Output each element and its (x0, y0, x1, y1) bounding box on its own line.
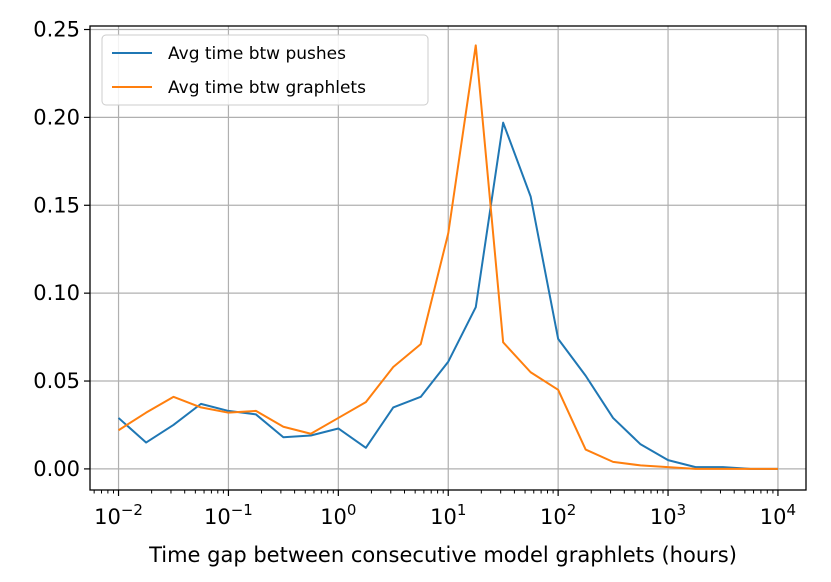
legend-box (101, 34, 429, 106)
y-tick-label: 0.25 (33, 18, 80, 42)
grid-lines (90, 26, 806, 490)
x-tick-label: 100 (320, 501, 356, 529)
x-tick-label: 103 (650, 501, 686, 529)
y-tick-label: 0.00 (33, 457, 80, 481)
x-tick-label: 101 (430, 501, 466, 529)
legend: Avg time btw pushes Avg time btw graphle… (101, 34, 429, 106)
x-tick-label: 104 (760, 501, 796, 529)
y-tick-label: 0.05 (33, 369, 80, 393)
y-tick-label: 0.15 (33, 193, 80, 217)
series-line-pushes (117, 121, 778, 470)
axes: 0.00 0.05 0.10 0.15 0.20 0.25 10−2 10−1 100 101 10… (33, 18, 796, 529)
x-tick-label: 10−2 (94, 501, 143, 529)
y-tick-label: 0.10 (33, 281, 80, 305)
legend-label-graphlets: Avg time btw graphlets (168, 78, 366, 98)
x-axis-label: Time gap between consecutive model graph… (148, 543, 737, 567)
x-tick-label: 102 (540, 501, 576, 529)
y-tick-label: 0.20 (33, 105, 80, 129)
series-lines (117, 44, 778, 470)
x-tick-label: 10−1 (204, 501, 253, 529)
series-line-graphlets (117, 44, 778, 470)
legend-label-pushes: Avg time btw pushes (168, 44, 346, 64)
